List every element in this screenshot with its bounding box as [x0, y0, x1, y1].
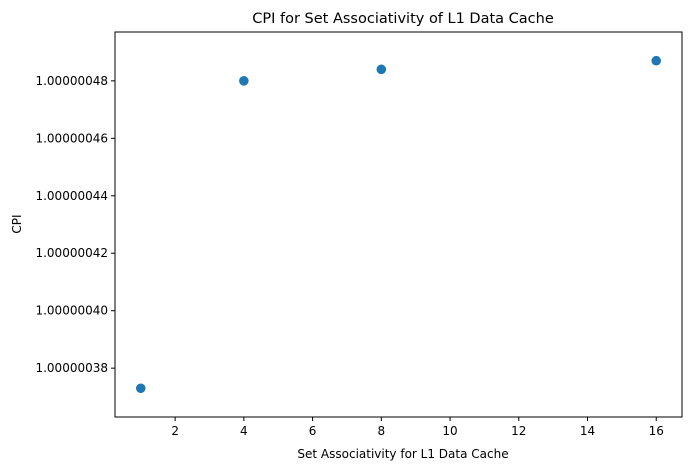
y-axis-label: CPI [10, 214, 24, 233]
data-point [376, 64, 387, 75]
x-tick-label: 10 [442, 424, 457, 438]
data-point [651, 55, 662, 66]
y-tick-label: 1.00000042 [35, 246, 108, 260]
y-tick-label: 1.00000048 [35, 74, 108, 88]
x-tick-label: 16 [649, 424, 664, 438]
x-tick-label: 4 [240, 424, 248, 438]
x-axis-label: Set Associativity for L1 Data Cache [297, 447, 508, 461]
y-tick-label: 1.00000038 [35, 361, 108, 375]
y-tick-label: 1.00000046 [35, 131, 108, 145]
y-tick-label: 1.00000040 [35, 304, 108, 318]
x-tick-label: 6 [309, 424, 317, 438]
data-points [135, 55, 662, 394]
x-tick-label: 14 [580, 424, 595, 438]
x-axis-ticks: 2 4 6 8 10 12 14 16 [171, 417, 664, 438]
y-axis-ticks: 1.00000038 1.00000040 1.00000042 1.00000044… [35, 74, 115, 375]
y-tick-label: 1.00000044 [35, 189, 108, 203]
x-tick-label: 12 [511, 424, 526, 438]
x-tick-label: 8 [377, 424, 385, 438]
x-tick-label: 2 [171, 424, 179, 438]
data-point [239, 76, 249, 86]
data-point [135, 383, 146, 394]
chart-title: CPI for Set Associativity of L1 Data Cac… [252, 11, 554, 27]
plot-area [114, 31, 683, 418]
